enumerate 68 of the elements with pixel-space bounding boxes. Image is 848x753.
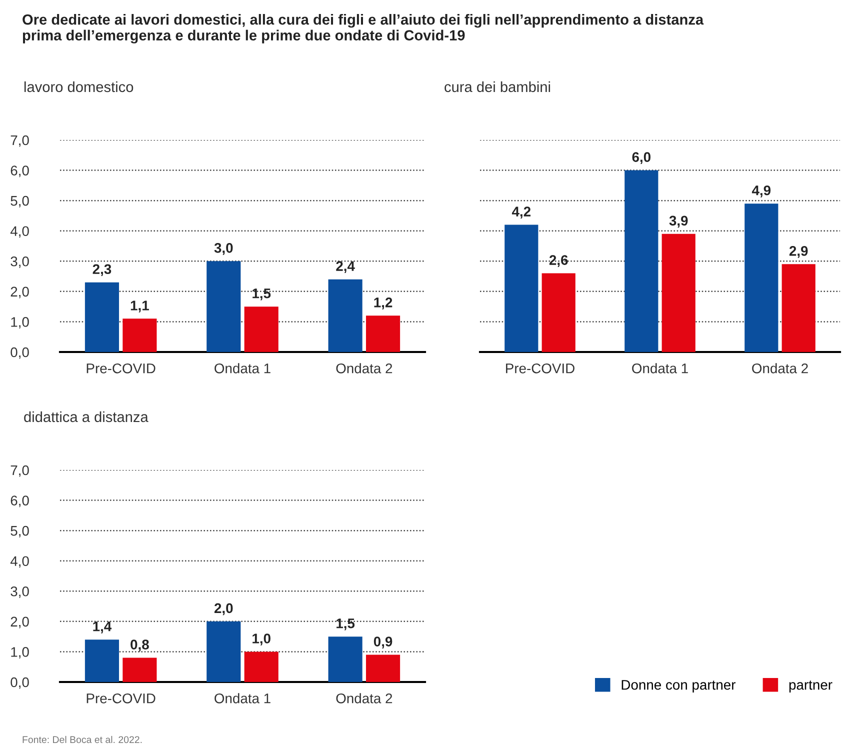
bar bbox=[244, 306, 278, 352]
data-label: 2,6 bbox=[549, 255, 568, 267]
bar bbox=[328, 636, 362, 682]
source-note: Fonte: Del Boca et al. 2022. bbox=[22, 736, 142, 744]
data-label: 2,0 bbox=[214, 603, 233, 616]
bar bbox=[122, 318, 157, 352]
y-tick-label: 1,0 bbox=[11, 317, 29, 329]
y-tick-label: 3,0 bbox=[10, 256, 29, 268]
data-label: 4,9 bbox=[752, 185, 771, 198]
x-tick-label: Ondata 2 bbox=[336, 693, 392, 704]
y-tick-label: 0,0 bbox=[10, 347, 29, 359]
bar bbox=[782, 264, 816, 352]
data-label: 3,0 bbox=[214, 243, 233, 255]
data-label: 1,1 bbox=[130, 300, 149, 312]
data-label: 6,0 bbox=[632, 152, 650, 164]
bar bbox=[84, 282, 120, 352]
data-label: 1,5 bbox=[336, 618, 355, 630]
bar bbox=[366, 654, 400, 682]
y-tick-label: 4,0 bbox=[10, 226, 29, 238]
x-tick-label: Ondata 2 bbox=[752, 363, 808, 374]
chart-subtitle: cura dei bambini bbox=[444, 81, 550, 92]
y-tick-label: 7,0 bbox=[10, 465, 29, 477]
x-tick-label: Pre-COVID bbox=[86, 363, 156, 374]
legend-label: Donne con partner bbox=[622, 680, 736, 692]
y-tick-label: 2,0 bbox=[10, 286, 29, 298]
bar bbox=[542, 273, 576, 352]
y-tick-label: 7,0 bbox=[10, 135, 29, 147]
bar bbox=[122, 658, 157, 682]
bar bbox=[244, 652, 278, 682]
bar bbox=[624, 170, 658, 352]
y-tick-label: 0,0 bbox=[10, 677, 29, 689]
bar bbox=[504, 224, 538, 352]
y-tick-label: 5,0 bbox=[10, 196, 29, 208]
data-label: 2,9 bbox=[789, 246, 808, 258]
data-label: 1,4 bbox=[93, 622, 112, 634]
x-tick-label: Pre-COVID bbox=[506, 363, 574, 374]
y-tick-label: 4,0 bbox=[10, 556, 29, 568]
data-label: 3,9 bbox=[669, 216, 688, 228]
data-label: 2,4 bbox=[336, 261, 355, 274]
x-tick-label: Ondata 1 bbox=[632, 363, 688, 374]
chart-subtitle: lavoro domestico bbox=[24, 81, 134, 92]
x-tick-label: Ondata 1 bbox=[214, 693, 270, 704]
data-label: 1,5 bbox=[252, 288, 271, 300]
data-label: 1,2 bbox=[374, 298, 392, 310]
data-label: 4,2 bbox=[512, 206, 530, 219]
bar bbox=[744, 204, 778, 352]
legend-label: partner bbox=[789, 680, 832, 692]
x-tick-label: Ondata 2 bbox=[336, 363, 392, 374]
bar bbox=[328, 279, 362, 352]
bar bbox=[84, 640, 120, 682]
data-label: 2,3 bbox=[92, 264, 112, 276]
x-tick-label: Ondata 1 bbox=[214, 363, 270, 374]
bar bbox=[206, 261, 241, 352]
bar bbox=[662, 234, 696, 352]
y-tick-label: 1,0 bbox=[11, 647, 29, 659]
y-tick-label: 6,0 bbox=[10, 496, 29, 508]
bar bbox=[366, 316, 400, 352]
y-tick-label: 3,0 bbox=[10, 586, 29, 598]
data-label: 0,9 bbox=[374, 636, 392, 648]
chart-title: Ore dedicate ai lavori domestici, alla cura dei figli e all’aiuto dei figli nell’apprendimento a distanza prima dell’emergenza e durante le prime due ondate di Covid-19 bbox=[22, 14, 704, 44]
y-tick-label: 2,0 bbox=[10, 616, 29, 628]
bar bbox=[206, 621, 241, 682]
y-tick-label: 6,0 bbox=[10, 166, 29, 178]
y-tick-label: 5,0 bbox=[10, 526, 29, 538]
chart-subtitle: didattica a distanza bbox=[24, 411, 148, 422]
data-label: 1,0 bbox=[252, 634, 270, 646]
data-label: 0,8 bbox=[130, 640, 149, 652]
x-tick-label: Pre-COVID bbox=[86, 693, 156, 704]
